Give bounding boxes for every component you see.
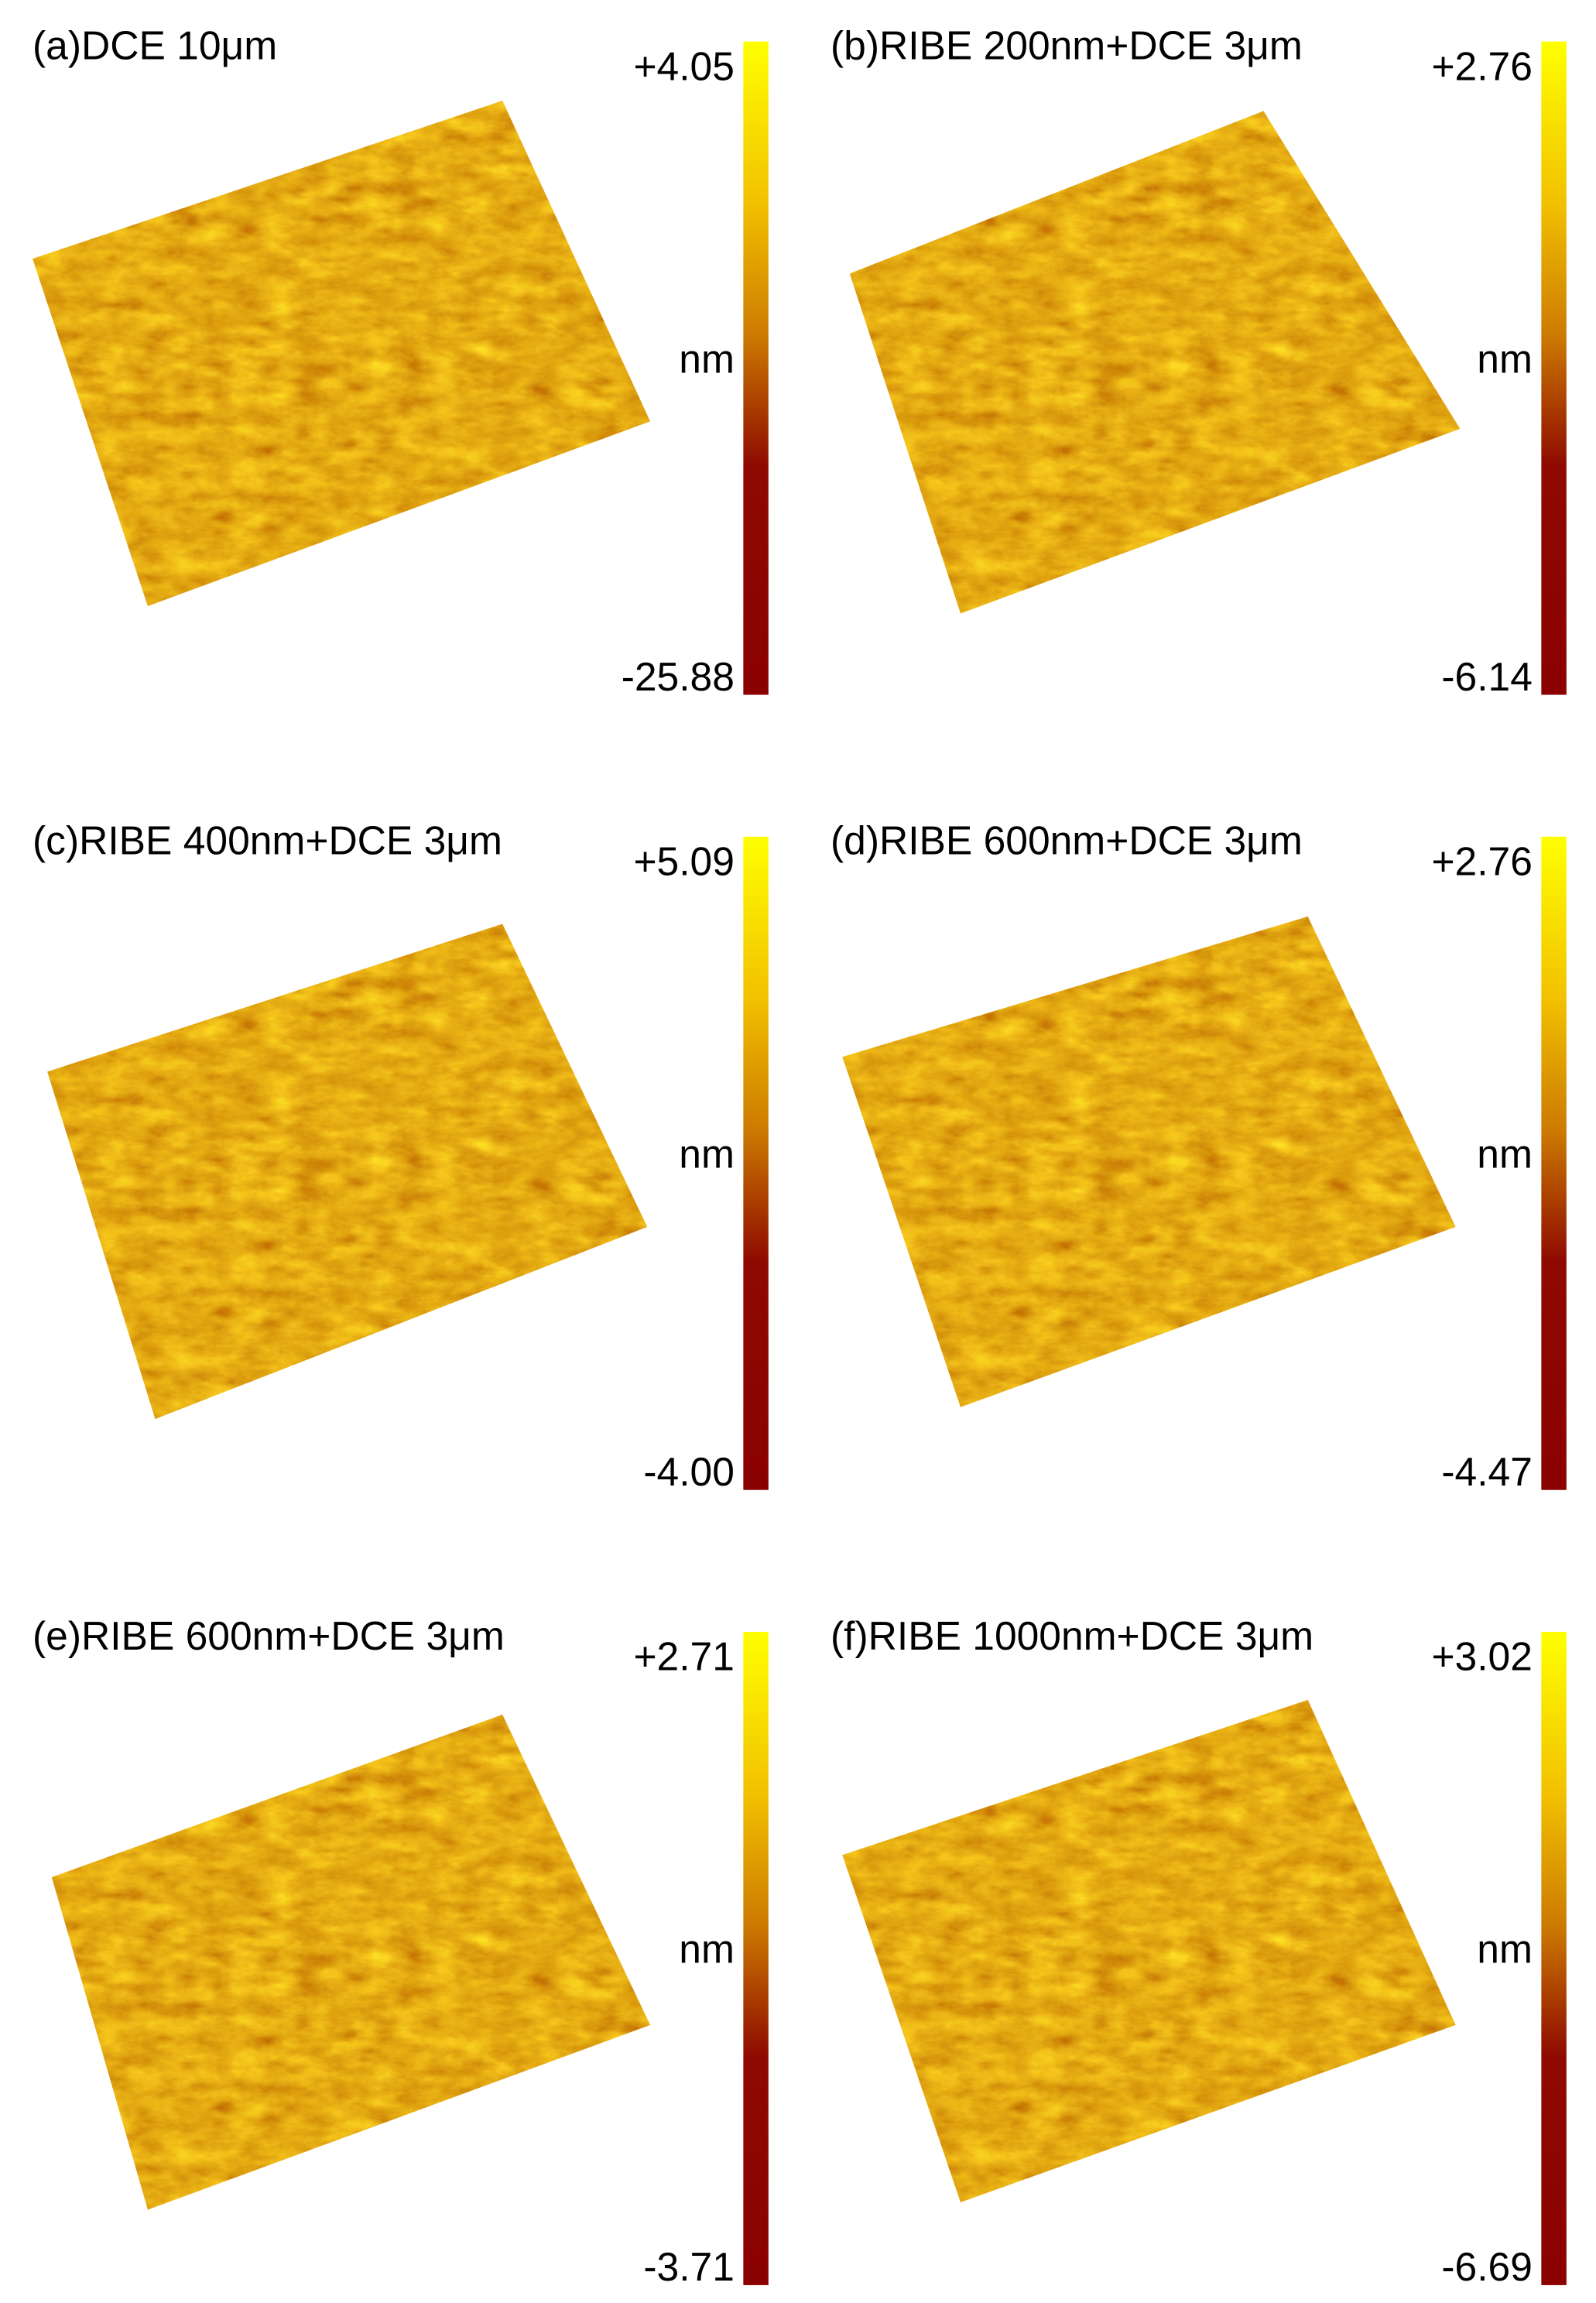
colorbar-min: -6.69 (1441, 2244, 1533, 2289)
colorbar (1541, 836, 1567, 1490)
afm-surface (842, 916, 1456, 1407)
panel: (b)RIBE 200nm+DCE 3μm +2.76 nm -6.14 (831, 23, 1567, 699)
afm-surface (842, 1699, 1456, 2202)
afm-surface (849, 111, 1461, 614)
panel-title: (e)RIBE 600nm+DCE 3μm (33, 1613, 505, 1658)
colorbar (1541, 41, 1567, 695)
colorbar-unit: nm (679, 1132, 735, 1177)
panel: (e)RIBE 600nm+DCE 3μm +2.71 nm -3.71 (33, 1613, 769, 2289)
panel-title: (a)DCE 10μm (33, 23, 277, 68)
colorbar-unit: nm (1477, 336, 1533, 381)
colorbar (743, 1632, 769, 2285)
colorbar-max: +3.02 (1431, 1634, 1532, 1679)
colorbar-max: +4.05 (633, 43, 734, 88)
colorbar-max: +2.76 (1431, 43, 1532, 88)
afm-surface (47, 924, 648, 1420)
panel: (a)DCE 10μm +4.05 nm -25.88 (33, 23, 769, 699)
panel-title: (f)RIBE 1000nm+DCE 3μm (831, 1613, 1313, 1658)
colorbar-max: +5.09 (633, 838, 734, 883)
panel-title: (b)RIBE 200nm+DCE 3μm (831, 23, 1303, 68)
colorbar-unit: nm (679, 336, 735, 381)
panel-title: (d)RIBE 600nm+DCE 3μm (831, 818, 1303, 863)
afm-surface (51, 1714, 651, 2210)
panel: (f)RIBE 1000nm+DCE 3μm +3.02 nm -6.69 (831, 1613, 1567, 2289)
panel: (d)RIBE 600nm+DCE 3μm +2.76 nm -4.47 (831, 818, 1567, 1494)
colorbar-unit: nm (1477, 1927, 1533, 1972)
colorbar-min: -3.71 (643, 2244, 735, 2289)
panel-title: (c)RIBE 400nm+DCE 3μm (33, 818, 502, 863)
colorbar (743, 836, 769, 1490)
colorbar-max: +2.71 (633, 1634, 734, 1679)
colorbar-min: -4.47 (1441, 1449, 1533, 1494)
colorbar-unit: nm (679, 1927, 735, 1972)
afm-surface (33, 101, 651, 606)
colorbar (743, 41, 769, 695)
colorbar-min: -6.14 (1441, 654, 1533, 699)
colorbar-min: -25.88 (622, 654, 735, 699)
colorbar-min: -4.00 (643, 1449, 735, 1494)
colorbar-unit: nm (1477, 1132, 1533, 1177)
colorbar-max: +2.76 (1431, 838, 1532, 883)
panel: (c)RIBE 400nm+DCE 3μm +5.09 nm -4.00 (33, 818, 769, 1494)
colorbar (1541, 1632, 1567, 2285)
